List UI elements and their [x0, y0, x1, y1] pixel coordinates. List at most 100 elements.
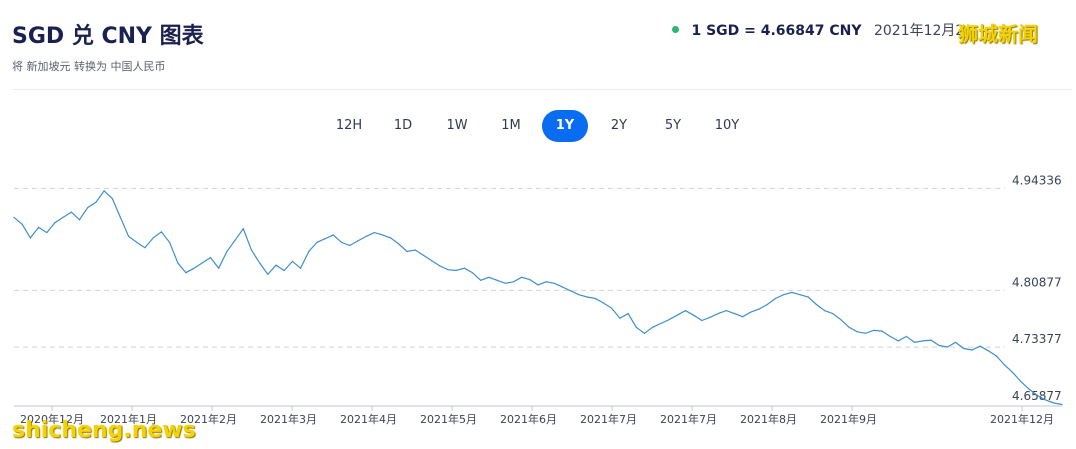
data-point	[177, 262, 179, 264]
data-point	[905, 335, 908, 337]
data-point	[955, 341, 957, 343]
data-point	[275, 264, 277, 266]
data-point	[824, 310, 826, 312]
range-tab-1y[interactable]: 1Y	[542, 110, 588, 142]
data-point	[676, 314, 678, 316]
data-point	[881, 330, 883, 332]
data-point	[578, 294, 580, 296]
data-point	[521, 276, 523, 278]
data-point	[783, 294, 785, 296]
x-tick-label: 2021年9月	[820, 412, 877, 426]
data-point	[512, 281, 515, 283]
data-point	[1061, 403, 1063, 406]
y-tick-label: 4.73377	[1012, 332, 1062, 346]
range-tab-1d[interactable]: 1D	[393, 118, 413, 133]
range-tab-1w[interactable]: 1W	[446, 118, 468, 133]
data-point	[594, 297, 596, 300]
data-point	[152, 237, 154, 239]
data-point	[95, 201, 97, 203]
data-point	[586, 296, 588, 298]
live-status-dot	[672, 26, 679, 33]
data-point	[856, 331, 858, 333]
data-point	[864, 332, 867, 334]
data-point	[365, 235, 367, 237]
data-point	[332, 234, 334, 236]
data-point	[1053, 402, 1055, 404]
y-tick-label: 4.94336	[1012, 173, 1062, 187]
data-point	[447, 269, 449, 271]
data-point	[889, 335, 891, 337]
data-point	[537, 284, 539, 286]
data-point	[46, 232, 48, 234]
data-point	[480, 279, 482, 281]
data-point	[340, 241, 343, 243]
rate-timestamp: 2021年12月2	[873, 23, 965, 39]
data-point	[529, 279, 531, 281]
watermark-bottom: shicheng.news	[12, 418, 196, 443]
data-point	[848, 326, 850, 328]
data-point	[414, 249, 416, 251]
rate-series-line	[13, 189, 1063, 406]
data-point	[791, 291, 793, 293]
data-point	[78, 219, 81, 221]
data-point	[291, 260, 293, 262]
data-point	[873, 329, 875, 331]
data-point	[103, 190, 105, 192]
x-tick-label: 2021年12月	[990, 412, 1054, 426]
range-tab-10y[interactable]: 10Y	[714, 118, 740, 133]
data-point	[471, 272, 474, 274]
data-point	[619, 317, 621, 319]
x-tick-label: 2021年2月	[180, 412, 237, 426]
data-point	[807, 296, 809, 298]
panel-divider	[12, 89, 1072, 90]
x-tick-label: 2020年12月	[20, 412, 84, 426]
data-point	[169, 241, 171, 243]
range-tab-5y[interactable]: 5Y	[664, 118, 682, 133]
data-point	[725, 310, 727, 312]
data-point	[38, 226, 40, 228]
data-point	[431, 260, 433, 262]
data-point	[832, 313, 834, 315]
data-point	[439, 265, 441, 267]
data-point	[308, 250, 310, 253]
rate-value: 1 SGD = 4.66847 CNY	[691, 23, 862, 39]
data-point	[267, 273, 269, 275]
range-tab-2y[interactable]: 2Y	[610, 118, 628, 133]
data-point	[357, 240, 359, 242]
data-point	[144, 247, 146, 249]
y-tick-label: 4.80877	[1012, 275, 1062, 289]
data-point	[570, 290, 572, 292]
x-tick-label: 2021年4月	[340, 412, 397, 426]
data-point	[87, 207, 89, 209]
data-point	[799, 294, 801, 296]
data-point	[602, 302, 605, 304]
data-point	[488, 276, 490, 278]
x-tick-label: 2021年7月	[580, 412, 637, 426]
x-tick-label: 2021年7月	[660, 412, 717, 426]
data-point	[324, 238, 326, 240]
data-point	[971, 349, 973, 351]
data-point	[300, 267, 302, 269]
data-point	[733, 313, 736, 315]
data-point	[316, 241, 318, 243]
data-point	[995, 355, 998, 357]
data-point	[660, 322, 662, 325]
watermark-top: 狮城新闻	[958, 22, 1038, 46]
data-point	[709, 316, 711, 318]
range-tab-1m[interactable]: 1M	[501, 118, 521, 133]
data-point	[758, 308, 760, 310]
range-tab-12h[interactable]: 12H	[335, 118, 363, 133]
x-tick-label: 2021年1月	[100, 412, 157, 426]
data-point	[201, 262, 203, 264]
data-point	[455, 269, 457, 272]
data-point	[160, 231, 162, 233]
x-tick-label: 2021年6月	[500, 412, 557, 426]
data-point	[963, 347, 965, 350]
data-point	[218, 267, 220, 269]
data-point	[463, 267, 465, 269]
data-point	[766, 303, 768, 306]
data-point	[21, 223, 23, 225]
data-point	[922, 340, 924, 342]
data-point	[504, 282, 506, 284]
